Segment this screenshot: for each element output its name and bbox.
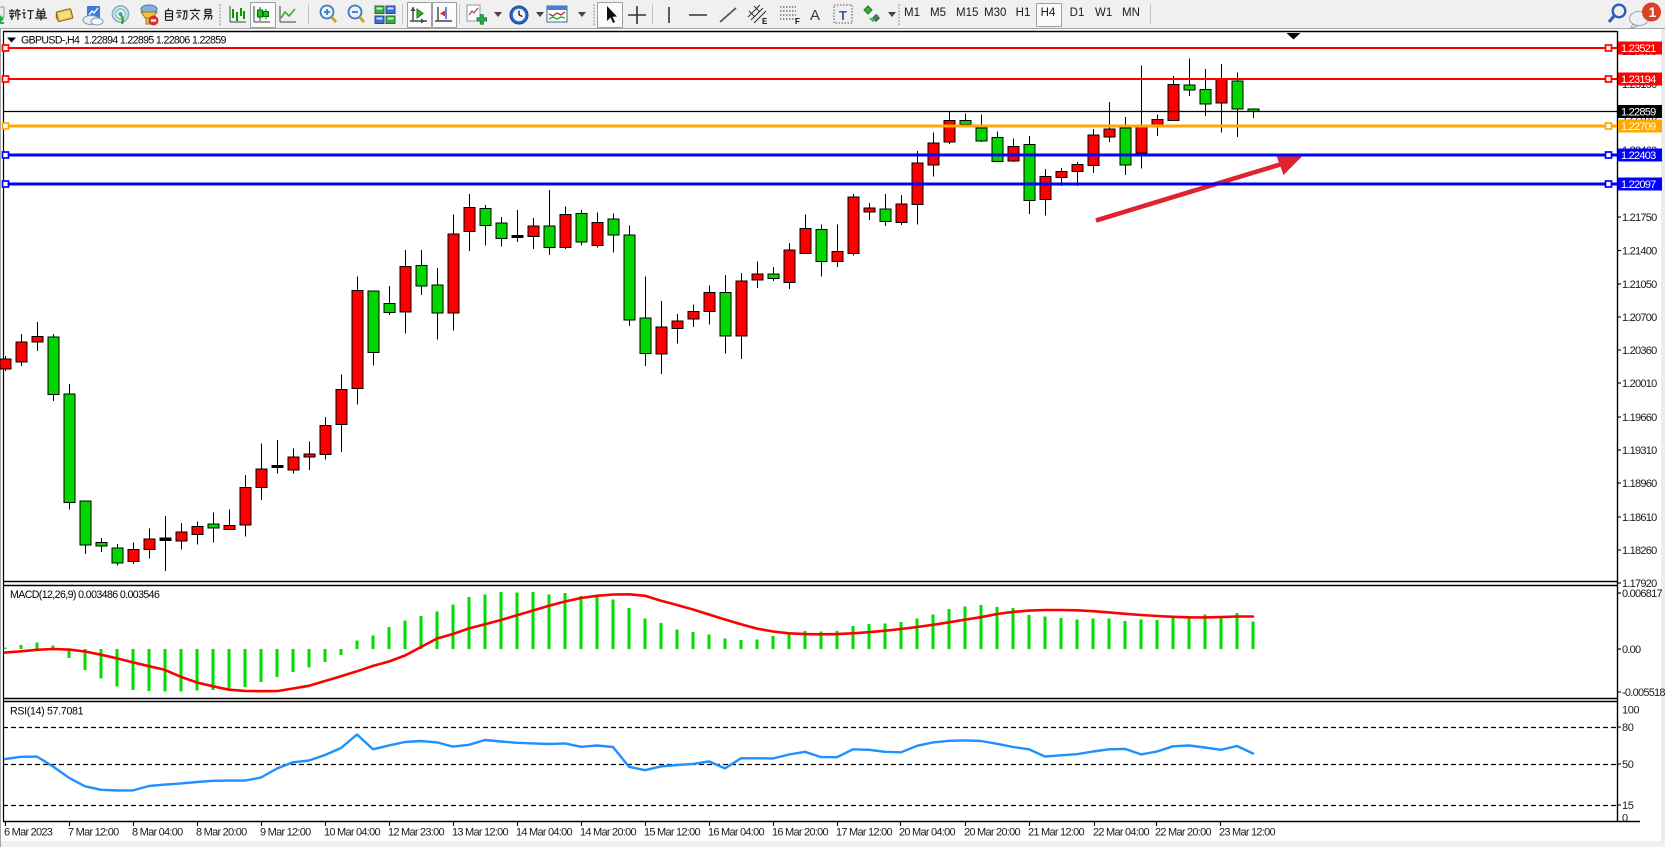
svg-text:1.18260: 1.18260 (1622, 545, 1657, 557)
svg-text:16 Mar 04:00: 16 Mar 04:00 (708, 827, 764, 839)
svg-text:0.006817: 0.006817 (1622, 588, 1663, 600)
svg-text:15: 15 (1622, 800, 1634, 812)
svg-text:1.20700: 1.20700 (1622, 312, 1657, 324)
svg-text:50: 50 (1622, 759, 1634, 771)
svg-text:22 Mar 04:00: 22 Mar 04:00 (1093, 827, 1149, 839)
svg-text:13 Mar 12:00: 13 Mar 12:00 (452, 827, 508, 839)
svg-text:1.18610: 1.18610 (1622, 512, 1657, 524)
svg-text:T: T (839, 8, 847, 23)
svg-text:1.23194: 1.23194 (1621, 74, 1656, 86)
svg-text:23 Mar 12:00: 23 Mar 12:00 (1219, 827, 1275, 839)
svg-text:7 Mar 12:00: 7 Mar 12:00 (68, 827, 119, 839)
svg-text:1.20010: 1.20010 (1622, 378, 1657, 390)
svg-text:14 Mar 20:00: 14 Mar 20:00 (580, 827, 636, 839)
svg-text:17 Mar 12:00: 17 Mar 12:00 (836, 827, 892, 839)
svg-text:RSI(14) 57.7081: RSI(14) 57.7081 (10, 706, 84, 718)
svg-text:1.21050: 1.21050 (1622, 279, 1657, 291)
svg-text:8 Mar 04:00: 8 Mar 04:00 (132, 827, 183, 839)
svg-text:12 Mar 23:00: 12 Mar 23:00 (388, 827, 444, 839)
svg-text:1.22403: 1.22403 (1621, 150, 1656, 162)
svg-text:16 Mar 20:00: 16 Mar 20:00 (772, 827, 828, 839)
svg-text:E: E (762, 17, 768, 26)
svg-text:1.18960: 1.18960 (1622, 478, 1657, 490)
svg-text:22 Mar 20:00: 22 Mar 20:00 (1155, 827, 1211, 839)
svg-text:1.17920: 1.17920 (1622, 578, 1657, 590)
svg-text:1.21400: 1.21400 (1622, 246, 1657, 258)
svg-text:100: 100 (1622, 705, 1639, 717)
svg-text:A: A (810, 7, 820, 24)
svg-text:20 Mar 04:00: 20 Mar 04:00 (899, 827, 955, 839)
svg-text:80: 80 (1622, 722, 1634, 734)
svg-text:0.00: 0.00 (1622, 644, 1641, 656)
svg-text:1.20360: 1.20360 (1622, 345, 1657, 357)
svg-text:F: F (795, 17, 800, 26)
svg-text:1.22859: 1.22859 (1621, 107, 1656, 119)
svg-text:MACD(12,26,9) 0.003486 0.00354: MACD(12,26,9) 0.003486 0.003546 (10, 589, 160, 601)
svg-text:20 Mar 20:00: 20 Mar 20:00 (964, 827, 1020, 839)
svg-text:6 Mar 2023: 6 Mar 2023 (4, 827, 53, 839)
svg-text:10 Mar 04:00: 10 Mar 04:00 (324, 827, 380, 839)
svg-text:21 Mar 12:00: 21 Mar 12:00 (1028, 827, 1084, 839)
svg-text:1.19310: 1.19310 (1622, 445, 1657, 457)
svg-text:1.23521: 1.23521 (1621, 43, 1656, 55)
svg-text:1.22097: 1.22097 (1621, 179, 1656, 191)
svg-text:15 Mar 12:00: 15 Mar 12:00 (644, 827, 700, 839)
svg-text:1.19660: 1.19660 (1622, 412, 1657, 424)
svg-text:-0.005518: -0.005518 (1622, 687, 1665, 699)
svg-text:8 Mar 20:00: 8 Mar 20:00 (196, 827, 247, 839)
svg-text:GBPUSD-,H4 1.22894 1.22895 1.: GBPUSD-,H4 1.22894 1.22895 1.22806 1.228… (21, 35, 226, 47)
svg-text:0: 0 (1622, 813, 1628, 825)
svg-text:1.21750: 1.21750 (1622, 212, 1657, 224)
svg-text:1.22709: 1.22709 (1621, 121, 1656, 133)
svg-text:9 Mar 12:00: 9 Mar 12:00 (260, 827, 311, 839)
svg-text:14 Mar 04:00: 14 Mar 04:00 (516, 827, 572, 839)
svg-text:1: 1 (1649, 4, 1657, 20)
